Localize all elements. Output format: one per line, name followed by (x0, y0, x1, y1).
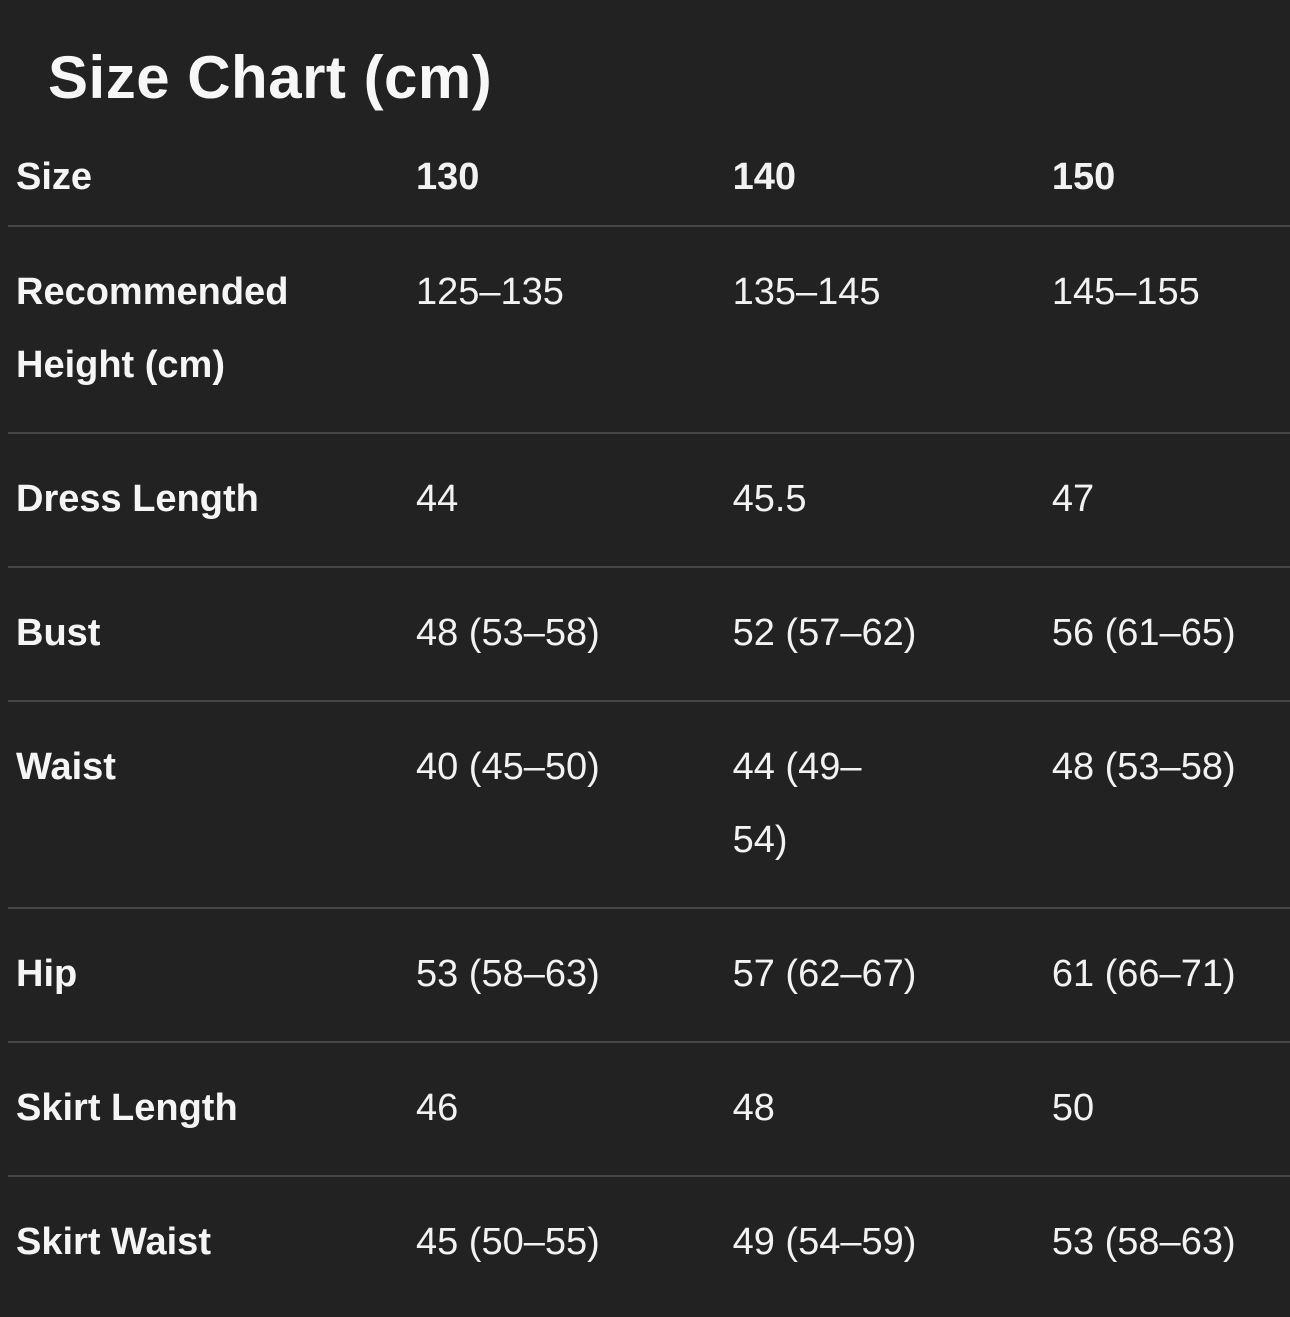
cell-value: 48 (53–58) (1043, 701, 1290, 909)
row-label: Bust (8, 567, 408, 702)
cell-value: 44 (49– 54) (724, 701, 1044, 909)
cell-value: 48 (724, 1042, 1044, 1177)
row-label: Skirt Waist (16, 1221, 211, 1263)
cell-value: 52 (57–62) (724, 567, 1044, 702)
row-label: Dress Length (8, 433, 408, 568)
table-row: Hip 53 (58–63) 57 (62–67) 61 (66–71) (8, 908, 1290, 1043)
row-label: Waist (8, 701, 408, 909)
size-chart-table: Size 130 140 150 Recommended Height (cm)… (8, 130, 1290, 1309)
table-row: Waist 40 (45–50) 44 (49– 54) 48 (53–58) (8, 701, 1290, 909)
header-col-130: 130 (407, 130, 725, 227)
cell-value: 40 (45–50) (407, 701, 725, 909)
cell-value: 135–145 (724, 226, 1044, 434)
table-row: Skirt Length 46 48 50 (8, 1042, 1290, 1177)
cell-value: 61 (66–71) (1043, 908, 1290, 1043)
table-row: Dress Length 44 45.5 47 (8, 433, 1290, 568)
row-label: Recommended Height (cm) (8, 226, 408, 434)
row-label: Skirt Length (8, 1042, 408, 1177)
cell-value: 45 (50–55) (415, 1221, 600, 1263)
row-label: Hip (8, 908, 408, 1043)
cell-value: 46 (407, 1042, 725, 1177)
cell-value: 53 (58–63) (407, 908, 725, 1043)
size-chart-body: Recommended Height (cm) 125–135 135–145 145… (8, 226, 1290, 1309)
cell-value: 49 (54–59) (732, 1221, 917, 1263)
cell-value: 125–135 (407, 226, 725, 434)
cell-value: 44 (407, 433, 725, 568)
cell-value: 50 (1043, 1042, 1290, 1177)
page-title: Size Chart (cm) (48, 44, 493, 111)
header-size-label: Size (8, 130, 408, 227)
cell-value: 145–155 (1043, 226, 1290, 434)
cell-value: 53 (58–63) (1051, 1221, 1236, 1263)
cell-value: 57 (62–67) (724, 908, 1044, 1043)
table-row: Recommended Height (cm) 125–135 135–145 145… (8, 226, 1290, 434)
header-col-150: 150 (1043, 130, 1290, 227)
table-row: Skirt Waist 45 (50–55) 49 (54–59) 53 (58–63… (8, 1176, 1290, 1309)
table-header-row: Size 130 140 150 (8, 130, 1290, 227)
cell-value: 45.5 (724, 433, 1044, 568)
cell-value: 56 (61–65) (1043, 567, 1290, 702)
cell-value: 48 (53–58) (407, 567, 725, 702)
header-col-140: 140 (724, 130, 1044, 227)
table-row: Bust 48 (53–58) 52 (57–62) 56 (61–65) (8, 567, 1290, 702)
cell-value: 47 (1043, 433, 1290, 568)
